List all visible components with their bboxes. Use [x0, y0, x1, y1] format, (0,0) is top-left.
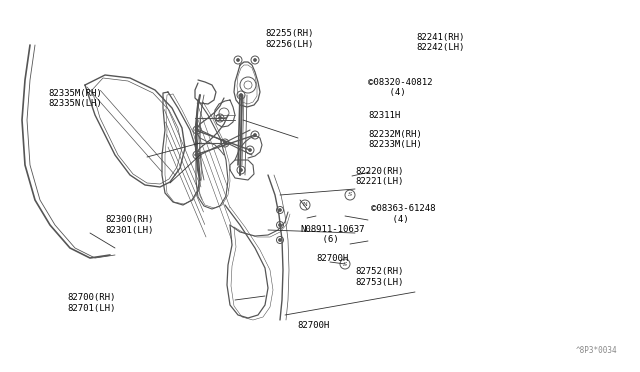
Circle shape	[253, 134, 257, 137]
Circle shape	[237, 58, 239, 61]
Text: 82241(RH)
82242(LH): 82241(RH) 82242(LH)	[416, 33, 465, 52]
Text: 82300(RH)
82301(LH): 82300(RH) 82301(LH)	[106, 215, 154, 235]
Circle shape	[239, 169, 243, 171]
Text: S: S	[343, 262, 347, 266]
Circle shape	[195, 154, 198, 157]
Circle shape	[223, 141, 227, 144]
Text: ©08320-40812
    (4): ©08320-40812 (4)	[368, 78, 433, 97]
Text: ^8P3*0034: ^8P3*0034	[576, 346, 618, 355]
Circle shape	[248, 148, 252, 151]
Text: 82700(RH)
82701(LH): 82700(RH) 82701(LH)	[67, 294, 116, 313]
Text: 82752(RH)
82753(LH): 82752(RH) 82753(LH)	[355, 267, 404, 287]
Text: 82311H: 82311H	[368, 111, 400, 120]
Text: 82700H: 82700H	[298, 321, 330, 330]
Circle shape	[218, 116, 221, 119]
Text: 82220(RH)
82221(LH): 82220(RH) 82221(LH)	[355, 167, 404, 186]
Text: 82335M(RH)
82335N(LH): 82335M(RH) 82335N(LH)	[48, 89, 102, 108]
Text: 82700H: 82700H	[317, 254, 349, 263]
Text: N08911-10637
    (6): N08911-10637 (6)	[301, 225, 365, 244]
Circle shape	[278, 208, 282, 212]
Text: N: N	[303, 202, 307, 208]
Circle shape	[195, 128, 198, 131]
Circle shape	[278, 224, 282, 227]
Text: S: S	[348, 192, 352, 198]
Text: ©08363-61248
    (4): ©08363-61248 (4)	[371, 204, 436, 224]
Circle shape	[239, 93, 243, 96]
Circle shape	[253, 58, 257, 61]
Text: 82255(RH)
82256(LH): 82255(RH) 82256(LH)	[266, 29, 314, 49]
Text: 82232M(RH)
82233M(LH): 82232M(RH) 82233M(LH)	[368, 130, 422, 149]
Circle shape	[278, 238, 282, 241]
